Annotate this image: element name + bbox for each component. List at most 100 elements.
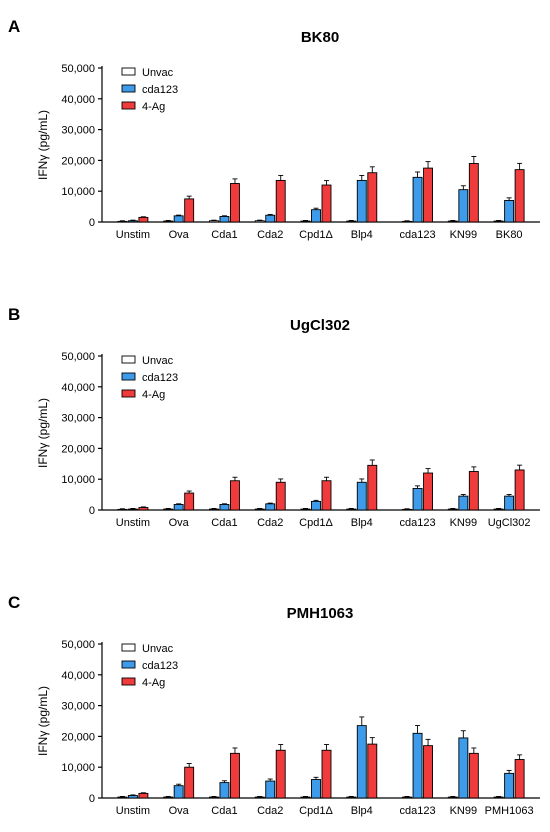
x-tick-label: Cda1 — [211, 229, 237, 241]
x-tick-label: Cpd1Δ — [299, 805, 333, 817]
bar-cda123 — [265, 503, 276, 511]
y-axis-label: IFNγ (pg/mL) — [36, 110, 50, 180]
x-tick-label: Blp4 — [351, 805, 373, 817]
y-tick-label: 10,000 — [61, 762, 95, 774]
bar-Unvac — [493, 796, 504, 799]
y-tick-label: 0 — [89, 793, 95, 805]
y-tick-label: 0 — [89, 217, 95, 229]
bar-cda123 — [504, 199, 515, 223]
x-tick-label: cda123 — [400, 517, 436, 529]
bar-4-Ag — [514, 169, 525, 223]
x-tick-label: Cda1 — [211, 517, 237, 529]
x-tick-label: Ova — [169, 517, 190, 529]
bar-Unvac — [346, 796, 357, 799]
legend-label: Unvac — [142, 355, 174, 367]
bar-Unvac — [300, 508, 311, 511]
y-tick-label: 20,000 — [61, 443, 95, 455]
panel-letter: C — [8, 593, 20, 612]
x-tick-label: Unstim — [116, 229, 150, 241]
bar-4-Ag — [275, 179, 286, 223]
bar-Unvac — [493, 508, 504, 511]
x-tick-label: KN99 — [450, 517, 478, 529]
bar-cda123 — [127, 220, 138, 223]
legend-swatch-4-Ag — [121, 101, 136, 110]
y-tick-label: 0 — [89, 505, 95, 517]
panel-letter: B — [8, 305, 20, 324]
bar-Unvac — [402, 508, 413, 511]
x-tick-label: Cda2 — [257, 229, 283, 241]
bar-cda123 — [311, 209, 321, 223]
y-tick-label: 20,000 — [61, 731, 95, 743]
legend-label: cda123 — [142, 660, 178, 672]
legend-label: 4-Ag — [142, 101, 165, 113]
bar-4-Ag — [367, 172, 378, 223]
bar-Unvac — [447, 220, 458, 223]
x-tick-label: KN99 — [450, 229, 478, 241]
bar-Unvac — [163, 796, 174, 799]
x-tick-label: BK80 — [496, 229, 523, 241]
x-tick-label: Cda1 — [211, 805, 237, 817]
bar-cda123 — [356, 481, 367, 511]
x-tick-label: Cpd1Δ — [299, 517, 333, 529]
x-tick-label: Blp4 — [351, 229, 373, 241]
legend-swatch-Unvac — [121, 643, 136, 652]
y-tick-label: 30,000 — [61, 701, 95, 713]
x-tick-label: Cpd1Δ — [299, 229, 333, 241]
legend-label: cda123 — [142, 372, 178, 384]
bar-4-Ag — [275, 481, 286, 511]
bar-Unvac — [117, 508, 128, 511]
bar-cda123 — [127, 508, 138, 511]
bar-cda123 — [458, 189, 469, 223]
legend-label: cda123 — [142, 84, 178, 96]
chart-title: BK80 — [301, 29, 339, 46]
y-tick-label: 20,000 — [61, 155, 95, 167]
bar-Unvac — [300, 220, 311, 223]
bar-Unvac — [254, 220, 265, 223]
bar-4-Ag — [138, 507, 149, 511]
y-axis-label: IFNγ (pg/mL) — [36, 398, 50, 468]
legend-swatch-cda123 — [121, 84, 136, 93]
x-tick-label: Ova — [169, 229, 190, 241]
bar-4-Ag — [468, 752, 479, 799]
y-tick-label: 10,000 — [61, 186, 95, 198]
bar-4-Ag — [423, 472, 434, 511]
y-tick-label: 10,000 — [61, 474, 95, 486]
x-tick-label: Cda2 — [257, 805, 283, 817]
bar-4-Ag — [184, 766, 195, 799]
bar-cda123 — [219, 216, 230, 223]
bar-cda123 — [356, 725, 367, 799]
bar-cda123 — [311, 779, 321, 799]
bar-Unvac — [163, 220, 174, 223]
bar-4-Ag — [138, 792, 149, 799]
bar-Unvac — [346, 508, 357, 511]
legend-swatch-Unvac — [121, 67, 136, 76]
bar-cda123 — [504, 495, 515, 511]
bar-cda123 — [412, 487, 423, 511]
x-tick-label: UgCl302 — [488, 517, 531, 529]
bar-cda123 — [504, 772, 515, 799]
bar-Unvac — [254, 508, 265, 511]
bar-4-Ag — [468, 471, 479, 511]
bar-cda123 — [458, 737, 469, 799]
legend-label: Unvac — [142, 67, 174, 79]
bar-4-Ag — [514, 759, 525, 799]
panel-letter: A — [8, 17, 20, 36]
bar-4-Ag — [229, 183, 240, 223]
bar-Unvac — [493, 220, 504, 223]
bar-cda123 — [173, 504, 184, 511]
bar-cda123 — [311, 500, 321, 511]
legend-label: 4-Ag — [142, 677, 165, 689]
bar-4-Ag — [423, 745, 434, 799]
bar-4-Ag — [367, 464, 378, 511]
bar-cda123 — [412, 732, 423, 799]
bar-4-Ag — [514, 469, 525, 511]
y-tick-label: 40,000 — [61, 382, 95, 394]
bar-cda123 — [219, 782, 230, 799]
bar-4-Ag — [321, 184, 332, 223]
bar-cda123 — [265, 214, 276, 223]
x-tick-label: PMH1063 — [485, 805, 534, 817]
x-tick-label: Cda2 — [257, 517, 283, 529]
bar-Unvac — [208, 796, 219, 799]
bar-Unvac — [208, 508, 219, 511]
